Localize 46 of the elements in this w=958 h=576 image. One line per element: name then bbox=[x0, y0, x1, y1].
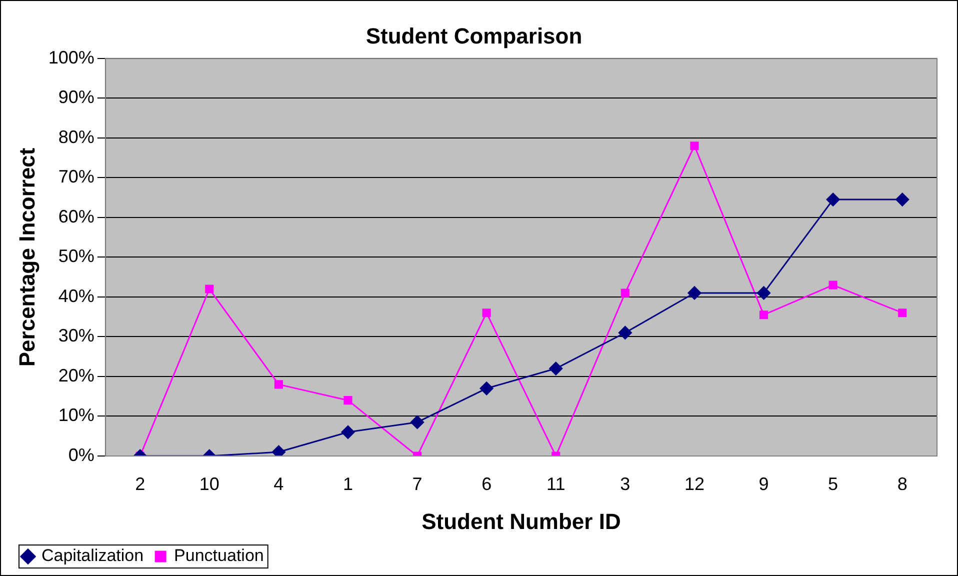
point bbox=[344, 396, 352, 405]
x-tick-label: 5 bbox=[828, 474, 838, 494]
point bbox=[896, 192, 910, 206]
y-tick-label: 80% bbox=[58, 126, 94, 147]
y-tick-label: 100% bbox=[48, 47, 94, 68]
point bbox=[828, 280, 838, 290]
legend-label: Punctuation bbox=[174, 546, 264, 566]
y-tick-label: 50% bbox=[58, 246, 94, 266]
point bbox=[549, 362, 563, 376]
y-tick-label: 20% bbox=[58, 365, 94, 386]
point bbox=[274, 380, 283, 389]
point bbox=[205, 284, 214, 294]
point bbox=[480, 382, 494, 396]
x-tick-label: 2 bbox=[135, 474, 146, 494]
y-tick-label: 40% bbox=[58, 286, 94, 306]
x-tick-label: 8 bbox=[897, 474, 908, 494]
y-tick-label: 70% bbox=[58, 166, 94, 187]
legend-label: Capitalization bbox=[42, 546, 144, 566]
point bbox=[757, 286, 771, 300]
point bbox=[618, 326, 632, 340]
y-tick-label: 10% bbox=[58, 405, 94, 426]
point bbox=[688, 286, 702, 300]
x-tick-label: 7 bbox=[412, 474, 422, 494]
point bbox=[482, 308, 491, 318]
x-tick-label: 4 bbox=[274, 474, 284, 494]
x-tick-label: 10 bbox=[199, 474, 220, 494]
x-tick-label: 1 bbox=[342, 474, 353, 494]
y-tick-label: 30% bbox=[58, 326, 94, 346]
x-tick-label: 9 bbox=[758, 474, 769, 494]
point bbox=[826, 192, 840, 206]
point bbox=[898, 308, 907, 318]
chart-title: Student Comparison bbox=[366, 23, 582, 48]
y-axis-title: Percentage Incorrect bbox=[14, 147, 40, 367]
point bbox=[410, 415, 424, 429]
x-tick-label: 6 bbox=[482, 474, 492, 494]
x-tick-label: 12 bbox=[684, 474, 704, 494]
y-tick-label: 0% bbox=[68, 444, 94, 465]
point bbox=[341, 425, 355, 439]
x-tick-label: 3 bbox=[620, 474, 630, 494]
point bbox=[759, 310, 768, 320]
x-tick-label: 11 bbox=[546, 474, 566, 494]
x-axis-title: Student Number ID bbox=[422, 508, 621, 534]
y-tick-label: 90% bbox=[58, 87, 94, 108]
point bbox=[690, 142, 699, 150]
point bbox=[620, 288, 630, 298]
y-tick-label: 60% bbox=[58, 206, 94, 226]
